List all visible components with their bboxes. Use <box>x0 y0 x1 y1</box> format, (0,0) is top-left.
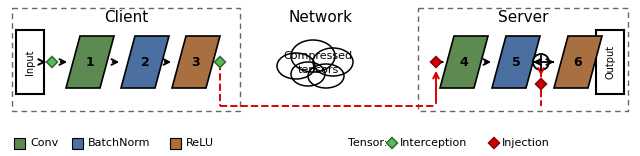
Text: Interception: Interception <box>400 138 467 148</box>
FancyBboxPatch shape <box>16 30 44 94</box>
Text: Injection: Injection <box>502 138 550 148</box>
Text: Client: Client <box>104 10 148 25</box>
Polygon shape <box>387 137 397 149</box>
Text: Output: Output <box>605 45 615 79</box>
Ellipse shape <box>291 62 325 86</box>
Polygon shape <box>492 36 540 88</box>
Polygon shape <box>47 56 58 68</box>
Polygon shape <box>488 137 499 149</box>
Text: BatchNorm: BatchNorm <box>88 138 150 148</box>
Ellipse shape <box>308 64 344 88</box>
Text: Compressed
tensors: Compressed tensors <box>284 51 353 75</box>
Text: Server: Server <box>498 10 548 25</box>
Polygon shape <box>172 36 220 88</box>
Polygon shape <box>121 36 169 88</box>
Circle shape <box>533 54 549 70</box>
Text: 5: 5 <box>511 56 520 68</box>
Polygon shape <box>66 36 114 88</box>
FancyBboxPatch shape <box>72 137 83 149</box>
Ellipse shape <box>291 40 335 72</box>
Text: 1: 1 <box>86 56 94 68</box>
FancyBboxPatch shape <box>14 137 25 149</box>
Text: ReLU: ReLU <box>186 138 214 148</box>
Text: 2: 2 <box>141 56 149 68</box>
Text: Tensor:: Tensor: <box>348 138 387 148</box>
FancyBboxPatch shape <box>596 30 624 94</box>
Polygon shape <box>431 56 442 68</box>
Ellipse shape <box>313 48 353 76</box>
Text: 3: 3 <box>192 56 200 68</box>
Text: 6: 6 <box>573 56 582 68</box>
Polygon shape <box>440 36 488 88</box>
Text: Network: Network <box>288 10 352 25</box>
Polygon shape <box>554 36 602 88</box>
Ellipse shape <box>277 53 315 79</box>
Text: Conv: Conv <box>30 138 58 148</box>
Polygon shape <box>536 78 547 90</box>
FancyBboxPatch shape <box>170 137 181 149</box>
Text: 4: 4 <box>460 56 468 68</box>
Polygon shape <box>214 56 225 68</box>
Text: Input: Input <box>25 49 35 75</box>
